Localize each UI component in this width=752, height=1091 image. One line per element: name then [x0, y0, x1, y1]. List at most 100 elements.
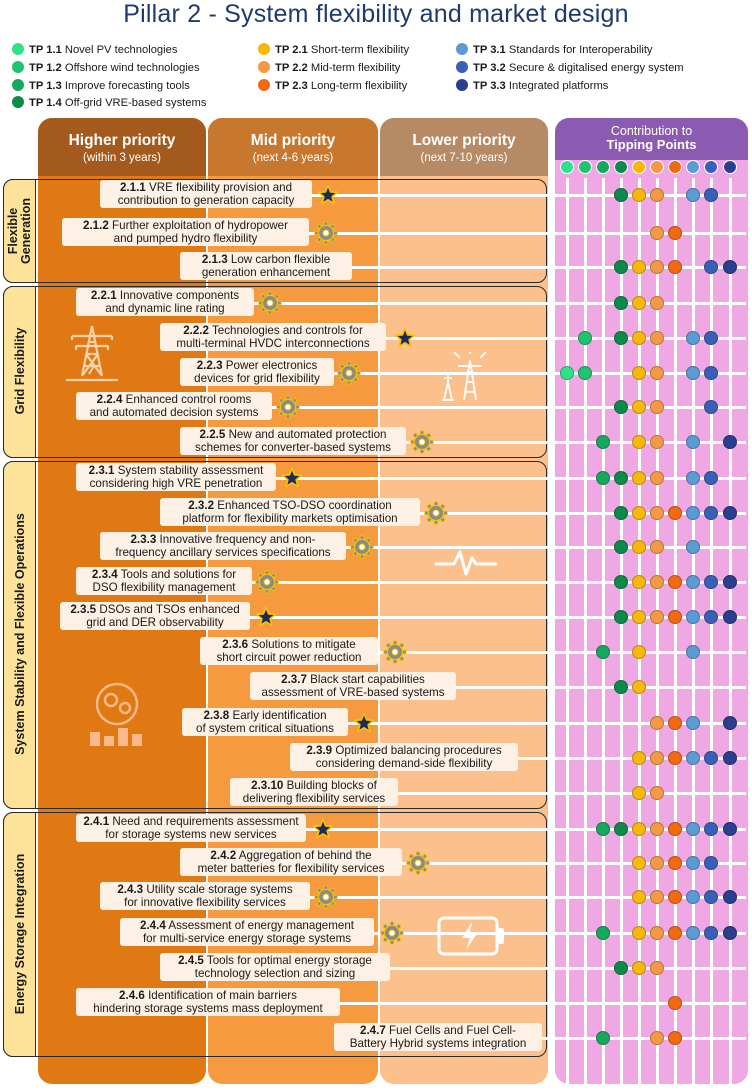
tipping-point-dot	[668, 856, 682, 870]
roadmap-item: 2.4.1 Need and requirements assessment fo…	[76, 814, 306, 843]
item-text-2: for storage systems new services	[105, 828, 277, 842]
tipping-point-dot	[596, 435, 610, 449]
tipping-point-dot	[686, 331, 700, 345]
roadmap-item: 2.2.4 Enhanced control rooms and automate…	[76, 392, 272, 421]
tipping-point-dot	[632, 260, 646, 274]
mid-priority-subtitle: (next 4-6 years)	[252, 152, 334, 164]
item-text-1: Building blocks of	[286, 779, 377, 792]
tp-header-dot	[632, 160, 646, 174]
item-text-1: Fuel Cells and Fuel Cell-	[389, 1024, 516, 1037]
item-connector-line	[378, 651, 746, 654]
item-line-1: 2.4.3 Utility scale storage systems	[106, 883, 304, 896]
tipping-point-dot	[704, 856, 718, 870]
legend-label: Mid-term flexibility	[307, 62, 401, 74]
roadmap-item: 2.2.1 Innovative components and dynamic l…	[76, 288, 254, 317]
legend-color-dot	[12, 61, 24, 73]
tp-header-dot	[686, 160, 700, 174]
legend-id: TP 3.2	[473, 62, 506, 74]
tipping-point-dot	[704, 890, 718, 904]
item-text-1: System stability assessment	[117, 464, 264, 477]
higher-priority-title: Higher priority	[68, 132, 176, 149]
item-connector-line	[346, 546, 746, 549]
legend-id: TP 1.4	[29, 97, 62, 109]
tipping-point-dot	[668, 610, 682, 624]
legend-color-dot	[258, 43, 270, 55]
gear-icon	[383, 640, 407, 664]
roadmap-item: 2.2.5 New and automated protection scheme…	[180, 427, 406, 456]
item-text-2: grid and DER observability	[86, 616, 224, 630]
tipping-point-dot	[632, 540, 646, 554]
tipping-point-dot	[632, 188, 646, 202]
item-text-1: Power electronics	[225, 359, 318, 372]
lower-priority-column	[380, 118, 548, 1084]
item-text-1: Tools and solutions for	[120, 568, 237, 581]
tipping-point-dot	[632, 926, 646, 940]
item-code: 2.3.1	[88, 464, 115, 477]
item-line-1: 2.3.9 Optimized balancing procedures	[296, 744, 512, 757]
legend-color-dot	[456, 43, 468, 55]
roadmap-item: 2.3.3 Innovative frequency and non-frequ…	[100, 532, 346, 561]
tipping-point-dot	[632, 961, 646, 975]
item-code: 2.3.6	[222, 638, 249, 651]
legend-item: TP 2.3 Long-term flexibility	[258, 79, 407, 93]
item-connector-line	[276, 477, 746, 480]
tipping-point-dot	[614, 610, 628, 624]
roadmap-item: 2.3.10 Building blocks of delivering flex…	[230, 778, 398, 807]
item-text-1: Aggregation of behind the	[238, 849, 372, 862]
item-text-2: contribution to generation capacity	[117, 194, 295, 208]
tp-header-dot	[704, 160, 718, 174]
item-code: 2.1.1	[119, 181, 146, 194]
item-text-2: considering high VRE penetration	[89, 477, 263, 491]
item-text-1: Utility scale storage systems	[146, 883, 293, 896]
legend-color-dot	[456, 61, 468, 73]
tp-header-dot	[668, 160, 682, 174]
item-connector-line	[402, 862, 746, 865]
tp-header-dot	[614, 160, 628, 174]
item-connector-line	[348, 722, 746, 725]
item-text-1: Need and requirements assessment	[112, 815, 299, 828]
section-label: System Stability and Flexible Operations	[13, 513, 27, 755]
tipping-point-dot	[668, 260, 682, 274]
tipping-point-dot	[668, 716, 682, 730]
item-connector-line	[306, 828, 746, 831]
gear-icon	[314, 221, 338, 245]
tipping-point-dot	[686, 435, 700, 449]
legend-label: Secure & digitalised energy system	[505, 62, 684, 74]
item-text-1: Innovative frequency and non-	[159, 533, 316, 546]
legend-label: Integrated platforms	[505, 80, 609, 92]
item-text-1: New and automated protection	[228, 428, 387, 441]
item-line-1: 2.4.7 Fuel Cells and Fuel Cell-	[340, 1024, 536, 1037]
tipping-point-dot	[668, 926, 682, 940]
item-text-1: Technologies and controls for	[212, 324, 363, 337]
tipping-point-dot	[686, 926, 700, 940]
tipping-point-dot	[632, 331, 646, 345]
tipping-point-dot	[650, 716, 664, 730]
legend-color-dot	[456, 79, 468, 91]
tipping-point-dot	[704, 331, 718, 345]
tipping-point-dot	[650, 856, 664, 870]
gear-icon	[406, 851, 430, 875]
tipping-point-dot	[723, 716, 737, 730]
tipping-point-dot	[614, 400, 628, 414]
item-text-2: generation enhancement	[201, 266, 331, 280]
item-text-2: delivering flexibility services	[242, 792, 386, 806]
tp-column-line	[638, 178, 641, 1084]
roadmap-item: 2.3.2 Enhanced TSO-DSO coordination platf…	[160, 498, 420, 527]
legend-id: TP 1.1	[29, 44, 62, 56]
item-code: 2.3.7	[281, 673, 307, 686]
tipping-point-dot	[723, 506, 737, 520]
roadmap-item: 2.3.9 Optimized balancing procedures cons…	[290, 743, 518, 772]
tipping-point-dot	[668, 575, 682, 589]
tipping-point-dot	[704, 822, 718, 836]
item-text-2: for multi-service energy storage systems	[142, 932, 352, 946]
item-code: 2.1.3	[201, 253, 228, 266]
tipping-point-dot	[614, 471, 628, 485]
roadmap-item: 2.4.2 Aggregation of behind the meter bat…	[180, 848, 402, 877]
tipping-point-dot	[686, 716, 700, 730]
item-connector-line	[334, 372, 746, 375]
transmission-tower-icon	[66, 325, 118, 382]
tipping-point-dot	[650, 575, 664, 589]
item-line-1: 2.3.4 Tools and solutions for	[82, 568, 246, 581]
tipping-point-dot	[632, 786, 646, 800]
roadmap-item: 2.1.1 VRE flexibility provision and contr…	[100, 180, 312, 209]
